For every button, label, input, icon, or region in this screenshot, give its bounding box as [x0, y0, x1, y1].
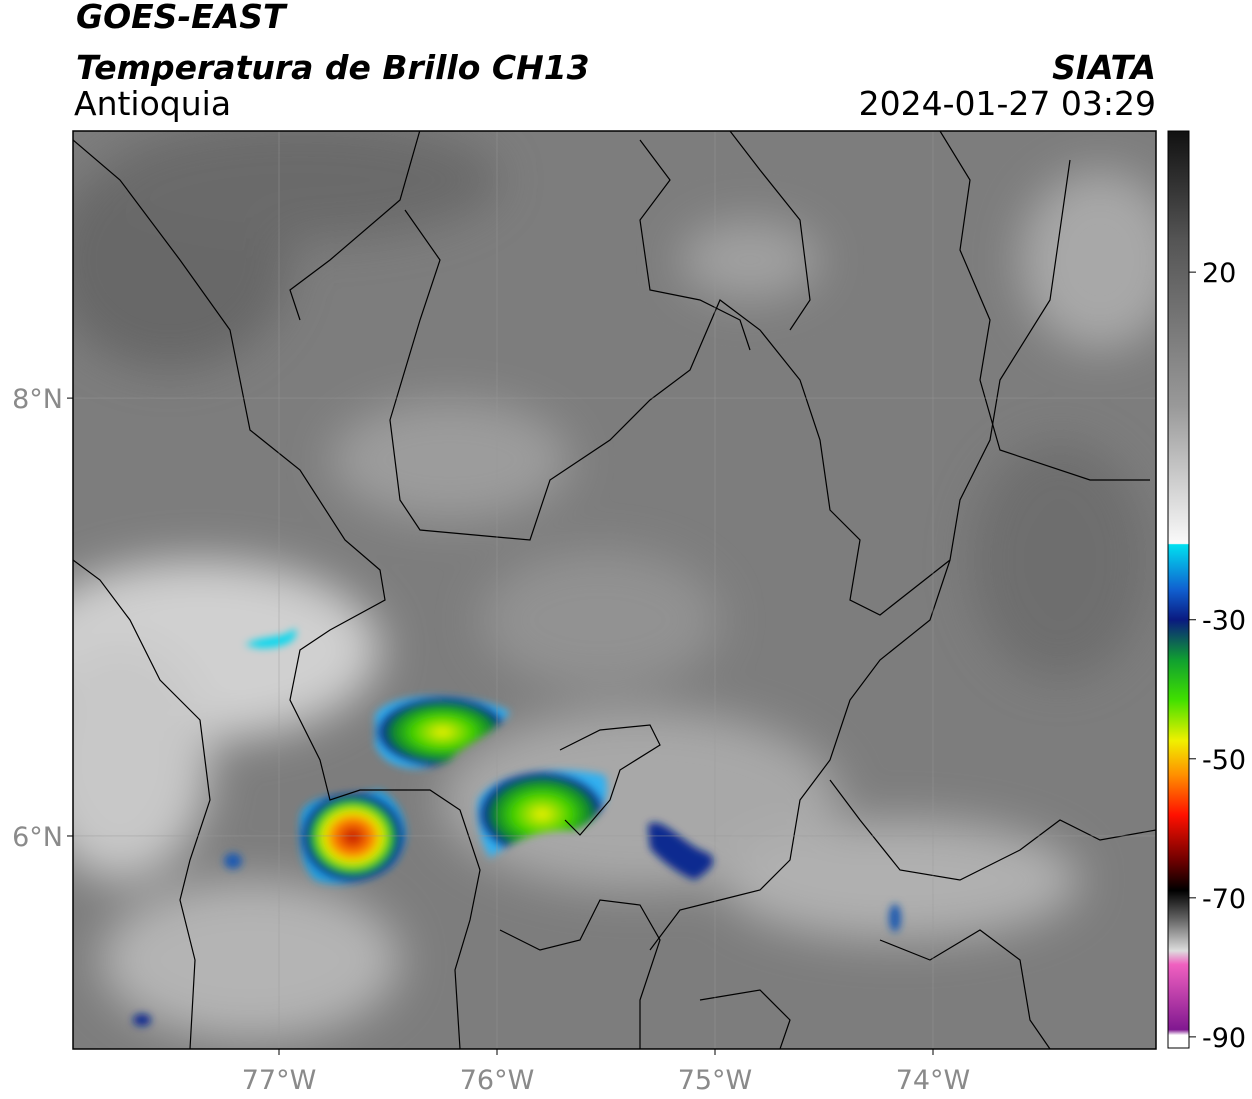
- map-frame: [72, 130, 1157, 1050]
- title: GOES-EAST: [76, 0, 288, 36]
- cloud-field: [73, 131, 1156, 1040]
- x-tick-label: 76°W: [460, 1065, 535, 1096]
- map-image: [73, 131, 1156, 1049]
- colorbar-tick-label: 20: [1202, 258, 1236, 289]
- subtitle: Temperatura de Brillo CH13: [76, 48, 590, 87]
- borders: [73, 131, 1156, 1049]
- x-tick-label: 77°W: [242, 1065, 317, 1096]
- source: SIATA: [1052, 48, 1156, 87]
- x-tick-label: 75°W: [678, 1065, 753, 1096]
- x-tick-label: 74°W: [896, 1065, 971, 1096]
- colorbar-tick-label: -50: [1202, 745, 1246, 776]
- colorbar-tick-label: -30: [1202, 606, 1246, 637]
- colorbar-tick-label: -70: [1202, 884, 1246, 915]
- colorbar-tick-label: -90: [1202, 1023, 1246, 1054]
- y-tick-label: 6°N: [12, 822, 63, 853]
- y-tick-label: 8°N: [12, 384, 63, 415]
- region: Antioquia: [74, 84, 231, 123]
- timestamp: 2024-01-27 03:29: [859, 84, 1156, 123]
- grid: [73, 131, 1156, 1049]
- colorbar: [1167, 130, 1190, 1049]
